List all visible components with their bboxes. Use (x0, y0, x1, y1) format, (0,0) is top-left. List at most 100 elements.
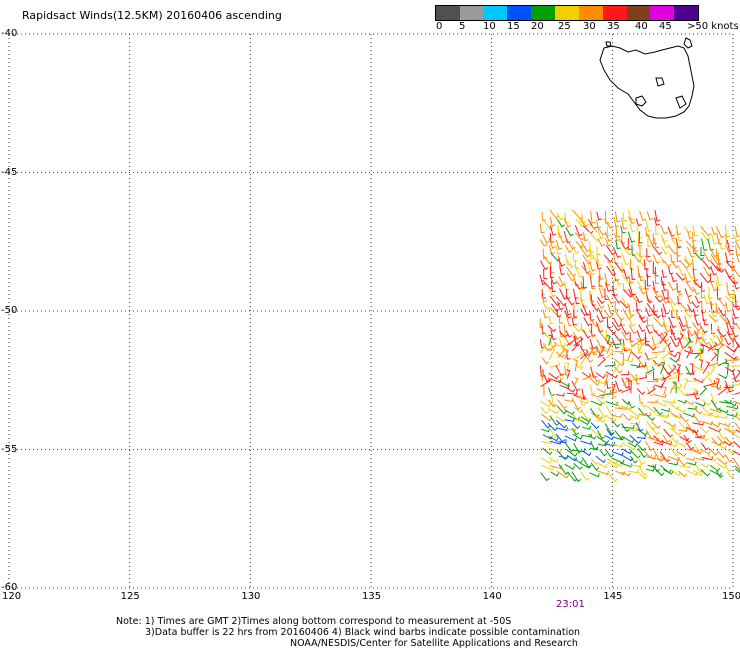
wind-barb (635, 302, 638, 311)
wind-barb (695, 295, 699, 304)
wind-barb-flag (657, 425, 661, 429)
wind-barb-flag (620, 443, 623, 448)
wind-barb-flag (665, 312, 670, 315)
wind-barb (541, 457, 551, 464)
wind-barb (605, 448, 612, 458)
wind-barb-flag (673, 309, 677, 312)
wind-barb-flag (734, 335, 739, 338)
wind-barb (677, 334, 684, 345)
wind-barb (615, 380, 620, 392)
wind-barb (572, 332, 579, 340)
wind-barb-flag (666, 459, 670, 463)
wind-barb (622, 246, 630, 256)
wind-barb (637, 470, 645, 479)
wind-barb-flag (641, 316, 646, 320)
wind-barb (734, 240, 740, 250)
wind-barb (695, 464, 701, 473)
wind-barb-flag (729, 429, 734, 433)
wind-barb-flag (642, 291, 647, 295)
wind-barb (612, 331, 620, 342)
wind-barb (622, 413, 630, 421)
wind-barb (549, 245, 553, 255)
wind-barb (582, 426, 591, 430)
wind-barb-flag (696, 394, 701, 397)
wind-barb-flag (681, 345, 685, 349)
wind-barb-flag (566, 369, 571, 372)
wind-barb-flag (628, 385, 631, 390)
wind-barb-flag (708, 450, 711, 455)
wind-barb (620, 317, 622, 326)
wind-barb (660, 234, 665, 243)
wind-barb-flag (671, 470, 674, 475)
wind-barb-flag (689, 464, 691, 468)
wind-barb-flag (586, 249, 591, 252)
wind-barb-flag (706, 361, 710, 364)
wind-barb-flag (714, 452, 719, 456)
wind-barb (732, 233, 738, 242)
wind-barb (596, 300, 602, 309)
wind-barb-flag (671, 237, 676, 240)
wind-barb (623, 289, 631, 298)
wind-barb (726, 386, 733, 394)
wind-barb-flag (729, 442, 733, 446)
wind-barb (539, 365, 542, 377)
wind-barb (622, 297, 626, 306)
wind-barb (654, 217, 657, 226)
wind-barb (647, 437, 659, 442)
wind-barb-flag (623, 227, 628, 230)
wind-barb-flag (673, 423, 676, 428)
wind-barb (549, 465, 562, 469)
wind-barb-flag (578, 286, 583, 290)
wind-barb (693, 365, 703, 371)
wind-barb-flag (579, 275, 584, 278)
wind-barb (671, 238, 679, 248)
wind-barb (630, 267, 633, 280)
wind-barb (547, 325, 555, 332)
wind-barb-flag (588, 464, 592, 469)
wind-barb (564, 212, 567, 223)
wind-barb (677, 399, 686, 404)
wind-barb (627, 349, 632, 361)
wind-barb (572, 433, 582, 440)
wind-barb (692, 231, 694, 242)
wind-barb (551, 303, 557, 312)
wind-barb (695, 336, 701, 344)
wind-barb-flag (600, 416, 604, 420)
wind-barb-flag (546, 379, 551, 382)
wind-barb-flag (553, 282, 557, 285)
wind-barb-flag (600, 237, 605, 239)
wind-barb (571, 317, 575, 326)
wind-barb (604, 423, 612, 435)
wind-barb (718, 261, 721, 271)
wind-barb (677, 456, 685, 466)
wind-barb-flag (652, 347, 656, 351)
wind-barb (595, 372, 604, 379)
wind-barb-flag (715, 319, 719, 323)
wind-barb-flag (598, 218, 603, 221)
wind-barb (645, 307, 650, 317)
wind-barb (582, 329, 589, 339)
wind-barb (646, 421, 654, 430)
wind-barb-flag (649, 218, 654, 221)
wind-barb-flag (645, 374, 647, 378)
wind-barb-flag (597, 473, 600, 478)
wind-barb-flag (558, 247, 563, 250)
wind-barb-flag (587, 335, 591, 339)
wind-barb-flag (687, 326, 692, 329)
wind-barb (726, 405, 738, 410)
wind-barb (595, 413, 602, 420)
wind-barb-flag (697, 448, 702, 452)
wind-barb-flag (577, 416, 580, 421)
wind-barb (679, 465, 691, 468)
legend-swatch (507, 6, 532, 20)
wind-barb (654, 400, 666, 407)
wind-barb (564, 365, 567, 376)
wind-barb-flag (583, 395, 586, 400)
wind-barb (588, 259, 593, 272)
wind-barb (548, 288, 554, 297)
wind-barb (550, 471, 558, 477)
wind-barb (579, 357, 586, 366)
wind-barb-flag (714, 341, 718, 346)
wind-barb-flag (713, 273, 718, 276)
legend-label: >50 knots (687, 21, 739, 32)
